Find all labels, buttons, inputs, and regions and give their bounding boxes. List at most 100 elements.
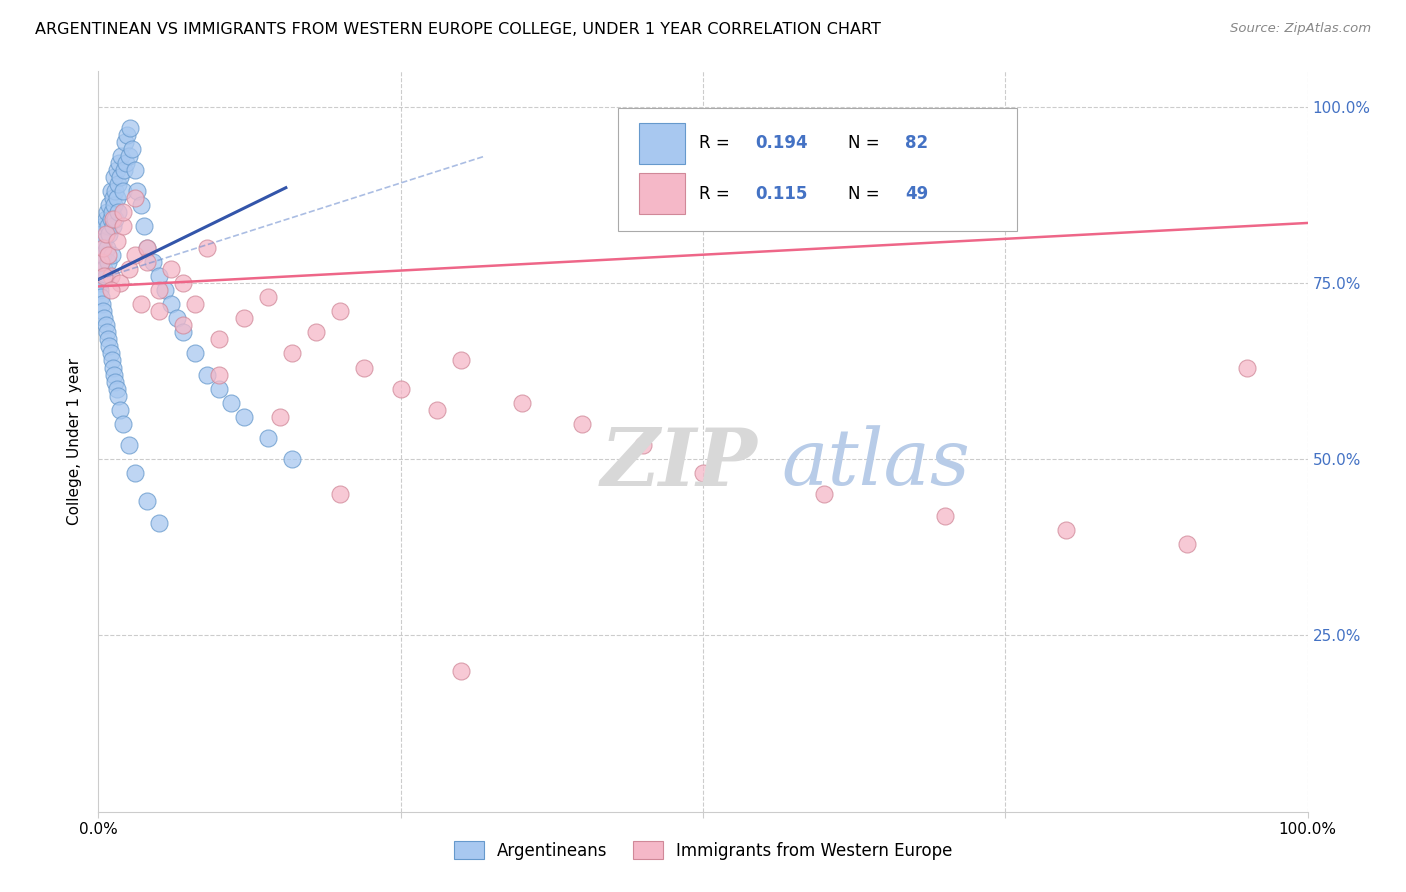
Point	[166, 311, 188, 326]
Legend: Argentineans, Immigrants from Western Europe: Argentineans, Immigrants from Western Eu…	[447, 835, 959, 866]
Point	[510, 396, 533, 410]
Point	[100, 212, 122, 227]
Point	[172, 325, 194, 339]
Point	[1236, 360, 1258, 375]
Point	[91, 241, 114, 255]
Point	[107, 205, 129, 219]
Point	[103, 368, 125, 382]
Point	[135, 494, 157, 508]
Point	[89, 283, 111, 297]
Point	[450, 353, 472, 368]
Point	[160, 297, 183, 311]
Point	[353, 360, 375, 375]
Text: N =: N =	[848, 134, 884, 153]
Point	[100, 346, 122, 360]
Point	[1054, 523, 1077, 537]
Point	[108, 276, 131, 290]
Point	[90, 290, 112, 304]
Point	[112, 163, 135, 178]
Point	[93, 311, 115, 326]
Point	[148, 268, 170, 283]
Point	[100, 248, 122, 262]
Point	[91, 219, 114, 234]
Point	[91, 268, 114, 283]
Point	[256, 290, 278, 304]
Point	[172, 318, 194, 333]
Point	[208, 382, 231, 396]
Text: Source: ZipAtlas.com: Source: ZipAtlas.com	[1230, 22, 1371, 36]
Point	[97, 219, 120, 234]
Point	[135, 254, 157, 268]
Point	[114, 135, 136, 149]
Point	[329, 487, 352, 501]
Point	[148, 304, 170, 318]
Point	[110, 149, 132, 163]
Point	[195, 368, 218, 382]
Point	[127, 184, 149, 198]
Text: 49: 49	[905, 185, 928, 202]
Text: ZIP: ZIP	[600, 425, 756, 502]
Point	[100, 268, 122, 283]
Point	[281, 452, 304, 467]
Point	[232, 311, 254, 326]
Point	[98, 227, 121, 241]
Point	[104, 212, 127, 227]
Point	[153, 283, 176, 297]
Point	[124, 163, 146, 178]
Point	[100, 283, 122, 297]
Point	[105, 163, 128, 178]
Point	[631, 438, 654, 452]
Point	[118, 261, 141, 276]
Bar	[638, 173, 685, 214]
Point	[90, 254, 112, 268]
Point	[96, 325, 118, 339]
Point	[124, 248, 146, 262]
Point	[93, 234, 115, 248]
Point	[107, 389, 129, 403]
Point	[232, 409, 254, 424]
Point	[118, 120, 141, 135]
Text: 0.194: 0.194	[755, 134, 807, 153]
Point	[101, 191, 124, 205]
Point	[94, 268, 117, 283]
Point	[142, 254, 165, 268]
Point	[115, 156, 138, 170]
Point	[134, 219, 156, 234]
Point	[450, 664, 472, 678]
Point	[103, 198, 125, 212]
Point	[90, 227, 112, 241]
Point	[111, 417, 134, 431]
Point	[91, 241, 114, 255]
Point	[101, 360, 124, 375]
Point	[100, 353, 122, 368]
Point	[94, 227, 117, 241]
Point	[117, 128, 139, 142]
Point	[111, 219, 134, 234]
Point	[571, 417, 593, 431]
Point	[426, 402, 449, 417]
Point	[208, 368, 231, 382]
Point	[148, 516, 170, 530]
Point	[96, 205, 118, 219]
Point	[93, 268, 115, 283]
FancyBboxPatch shape	[619, 109, 1018, 230]
Point	[118, 438, 141, 452]
Point	[256, 431, 278, 445]
Point	[100, 184, 122, 198]
Point	[208, 332, 231, 346]
Text: ARGENTINEAN VS IMMIGRANTS FROM WESTERN EUROPE COLLEGE, UNDER 1 YEAR CORRELATION : ARGENTINEAN VS IMMIGRANTS FROM WESTERN E…	[35, 22, 882, 37]
Point	[124, 191, 146, 205]
Point	[184, 297, 207, 311]
Point	[692, 467, 714, 481]
Point	[89, 276, 111, 290]
Point	[103, 170, 125, 185]
Point	[172, 276, 194, 290]
Bar	[638, 123, 685, 163]
Point	[97, 248, 120, 262]
Point	[100, 205, 122, 219]
Point	[97, 332, 120, 346]
Point	[160, 261, 183, 276]
Text: 82: 82	[905, 134, 928, 153]
Point	[389, 382, 412, 396]
Point	[104, 184, 127, 198]
